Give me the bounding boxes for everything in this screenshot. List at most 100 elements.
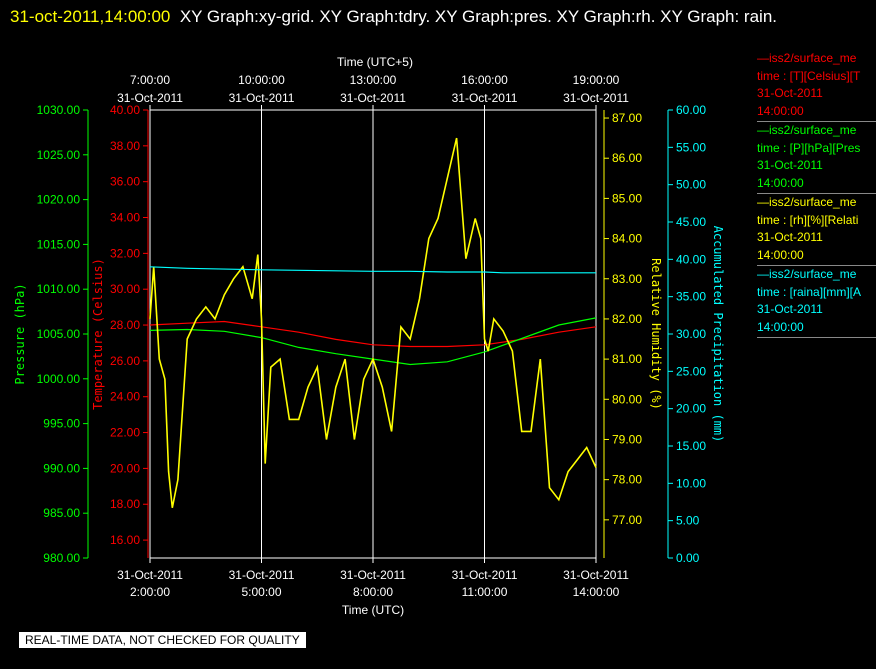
temperature-tick-label: 18.00	[110, 497, 140, 511]
series-line-humidity	[149, 137, 597, 508]
header-timestamp: 31-oct-2011,14:00:00	[10, 7, 171, 26]
humidity-tick-label: 81.00	[612, 352, 642, 366]
humidity-tick-label: 85.00	[612, 191, 642, 205]
x-top-tick-date: 31-Oct-2011	[229, 91, 295, 105]
temperature-tick-label: 28.00	[110, 318, 140, 332]
x-top-tick-time: 10:00:00	[238, 73, 285, 87]
x-bottom-tick-time: 2:00:00	[130, 585, 170, 599]
humidity-tick-label: 86.00	[612, 151, 642, 165]
x-bottom-tick-date: 31-Oct-2011	[452, 568, 518, 582]
temperature-tick-label: 26.00	[110, 354, 140, 368]
pressure-tick-label: 980.00	[43, 551, 80, 565]
temperature-tick-label: 32.00	[110, 246, 140, 260]
legend-source: —iss2/surface_me	[757, 123, 857, 137]
legend-field: time : [rh][%][Relati	[757, 212, 859, 227]
legend-date: 31-Oct-2011	[757, 86, 823, 100]
precip-tick-label: 50.00	[676, 178, 706, 192]
legend-divider	[757, 121, 876, 122]
legend-field: time : [raina][mm][A	[757, 284, 862, 299]
x-top-tick-date: 31-Oct-2011	[563, 91, 629, 105]
x-top-tick-time: 7:00:00	[130, 73, 170, 87]
temperature-tick-label: 36.00	[110, 175, 140, 189]
x-bottom-tick-time: 11:00:00	[462, 585, 508, 599]
pressure-tick-label: 1020.00	[37, 193, 81, 207]
temperature-axis-title: Temperature (Celsius)	[91, 258, 105, 410]
temperature-tick-label: 40.00	[110, 103, 140, 117]
x-top-tick-time: 19:00:00	[573, 73, 620, 87]
pressure-tick-label: 995.00	[43, 417, 80, 431]
x-top-tick-time: 16:00:00	[461, 73, 508, 87]
precip-tick-label: 5.00	[676, 514, 700, 528]
legend-field: time : [P][hPa][Pres	[757, 140, 861, 155]
humidity-tick-label: 84.00	[612, 232, 642, 246]
legend-source: —iss2/surface_me	[757, 267, 857, 281]
precip-tick-label: 10.00	[676, 476, 706, 490]
pressure-tick-label: 1015.00	[37, 237, 81, 251]
legend-divider	[757, 337, 876, 338]
x-bottom-tick-date: 31-Oct-2011	[340, 568, 406, 582]
temperature-tick-label: 24.00	[110, 390, 140, 404]
humidity-tick-label: 82.00	[612, 312, 642, 326]
precip-tick-label: 45.00	[676, 215, 706, 229]
humidity-tick-label: 79.00	[612, 432, 642, 446]
precip-tick-label: 55.00	[676, 140, 706, 154]
legend-divider	[757, 265, 876, 266]
precip-tick-label: 60.00	[676, 103, 706, 117]
temperature-tick-label: 22.00	[110, 426, 140, 440]
humidity-axis-title: Relative Humidity (%)	[649, 258, 663, 410]
legend-field: time : [T][Celsius][T	[757, 68, 861, 83]
precip-axis-title: Accumulated Precipitation (mm)	[711, 226, 725, 443]
pressure-tick-label: 990.00	[43, 461, 80, 475]
precip-tick-label: 20.00	[676, 402, 706, 416]
legend-time: 14:00:00	[757, 319, 804, 334]
pressure-tick-label: 1025.00	[37, 148, 81, 162]
precip-tick-label: 25.00	[676, 364, 706, 378]
x-bottom-tick-time: 14:00:00	[573, 585, 620, 599]
humidity-tick-label: 80.00	[612, 392, 642, 406]
precip-tick-label: 0.00	[676, 551, 700, 565]
pressure-tick-label: 985.00	[43, 506, 80, 520]
humidity-tick-label: 87.00	[612, 111, 642, 125]
precip-tick-label: 30.00	[676, 327, 706, 341]
legend-time: 14:00:00	[757, 247, 804, 262]
x-bottom-tick-date: 31-Oct-2011	[229, 568, 295, 582]
temperature-tick-label: 30.00	[110, 282, 140, 296]
temperature-tick-label: 34.00	[110, 211, 140, 225]
pressure-tick-label: 1005.00	[37, 327, 81, 341]
pressure-tick-label: 1010.00	[37, 282, 81, 296]
window-header: 31-oct-2011,14:00:00 XY Graph:xy-grid. X…	[10, 2, 860, 32]
x-bottom-tick-time: 5:00:00	[241, 585, 281, 599]
legend-divider	[757, 193, 876, 194]
x-top-tick-time: 13:00:00	[350, 73, 397, 87]
temperature-tick-label: 20.00	[110, 461, 140, 475]
precip-tick-label: 15.00	[676, 439, 706, 453]
precip-tick-label: 35.00	[676, 290, 706, 304]
legend-date: 31-Oct-2011	[757, 158, 823, 172]
legend-time: 14:00:00	[757, 175, 804, 190]
temperature-tick-label: 38.00	[110, 139, 140, 153]
legend-time: 14:00:00	[757, 103, 804, 118]
humidity-tick-label: 83.00	[612, 272, 642, 286]
series-line-precip	[149, 266, 596, 274]
x-bottom-tick-date: 31-Oct-2011	[563, 568, 629, 582]
series-line-temperature	[149, 320, 597, 348]
temperature-tick-label: 16.00	[110, 533, 140, 547]
legend-source: —iss2/surface_me	[757, 195, 857, 209]
x-bottom-axis-title: Time (UTC)	[342, 603, 404, 617]
legend-date: 31-Oct-2011	[757, 302, 823, 316]
x-top-tick-date: 31-Oct-2011	[452, 91, 518, 105]
header-title: XY Graph:xy-grid. XY Graph:tdry. XY Grap…	[179, 7, 778, 26]
precip-tick-label: 40.00	[676, 252, 706, 266]
humidity-tick-label: 78.00	[612, 473, 642, 487]
legend-entry: —iss2/surface_me time : [rh][%][Relati 31-…	[757, 194, 876, 266]
pressure-tick-label: 1030.00	[37, 103, 81, 117]
x-top-tick-date: 31-Oct-2011	[117, 91, 183, 105]
quality-notice: REAL-TIME DATA, NOT CHECKED FOR QUALITY	[19, 632, 306, 648]
humidity-tick-label: 77.00	[612, 513, 642, 527]
x-bottom-tick-time: 8:00:00	[353, 585, 393, 599]
legend-entry: —iss2/surface_me time : [T][Celsius][T 31-…	[757, 50, 876, 122]
x-bottom-tick-date: 31-Oct-2011	[117, 568, 183, 582]
